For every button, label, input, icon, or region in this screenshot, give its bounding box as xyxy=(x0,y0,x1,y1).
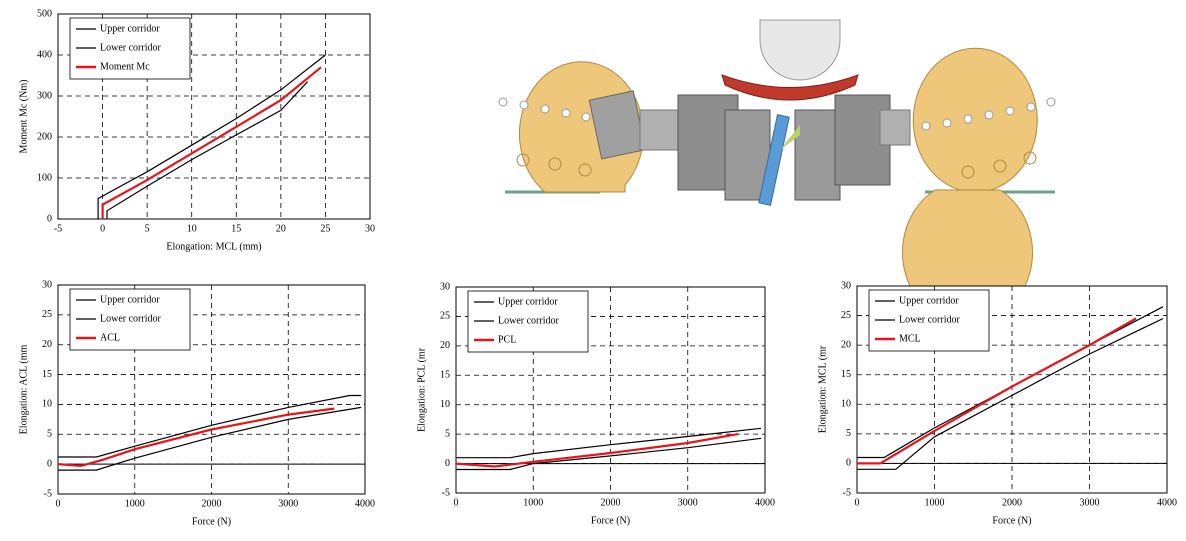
x-tick-label: 2000 xyxy=(202,498,222,509)
series-line xyxy=(106,81,309,219)
series-line xyxy=(456,427,762,459)
y-tick-label: 300 xyxy=(37,90,52,101)
legend-label: Upper corridor xyxy=(100,23,160,34)
x-tick-label: 0 xyxy=(56,498,61,509)
y-tick-label: 0 xyxy=(47,458,52,469)
y-tick-label: 20 xyxy=(42,339,52,350)
y-tick-label: 200 xyxy=(37,131,52,142)
y-tick-label: 5 xyxy=(47,429,52,440)
x-tick-label: 1000 xyxy=(523,497,543,508)
y-tick-label: 15 xyxy=(841,369,851,380)
x-tick-label: 25 xyxy=(320,223,330,234)
x-tick-label: 5 xyxy=(145,223,150,234)
y-axis-label: Moment Mc (Nm) xyxy=(18,80,29,154)
x-tick-label: 0 xyxy=(454,497,459,508)
y-tick-label: 5 xyxy=(445,428,450,439)
y-axis-label: Elongation: MCL (mr xyxy=(817,345,828,433)
knee-illustration xyxy=(498,19,1056,325)
y-tick-label: -5 xyxy=(843,487,851,498)
series-line xyxy=(456,437,762,471)
y-tick-label: 25 xyxy=(841,310,851,321)
legend-label: Upper corridor xyxy=(899,295,959,306)
y-tick-label: 10 xyxy=(42,399,52,410)
y-tick-label: 30 xyxy=(440,281,450,292)
y-tick-label: 0 xyxy=(846,458,851,469)
series-line xyxy=(57,407,335,468)
plot-border xyxy=(57,284,366,495)
x-tick-label: 3000 xyxy=(278,498,298,509)
x-tick-label: 1000 xyxy=(925,497,945,508)
y-tick-label: 10 xyxy=(841,399,851,410)
y-tick-label: -5 xyxy=(442,487,450,498)
y-tick-label: 0 xyxy=(445,458,450,469)
plot-border xyxy=(57,13,371,220)
y-tick-label: 20 xyxy=(440,340,450,351)
x-axis-label: Force (N) xyxy=(192,516,231,527)
x-tick-label: -5 xyxy=(54,223,62,234)
plot-border xyxy=(455,286,766,494)
y-tick-label: 15 xyxy=(42,369,52,380)
legend-label: Moment Mc xyxy=(100,61,150,72)
series-line xyxy=(58,406,362,471)
x-tick-label: 4000 xyxy=(355,498,375,509)
series-line xyxy=(58,394,362,458)
y-tick-label: 100 xyxy=(37,172,52,183)
x-tick-label: 4000 xyxy=(1157,497,1177,508)
y-tick-label: 25 xyxy=(440,311,450,322)
legend-label: MCL xyxy=(899,333,921,344)
y-tick-label: 500 xyxy=(37,8,52,19)
x-tick-label: 10 xyxy=(187,223,197,234)
x-tick-label: 2000 xyxy=(1002,497,1022,508)
y-tick-label: 0 xyxy=(47,213,52,224)
x-tick-label: 1000 xyxy=(125,498,145,509)
x-axis-label: Force (N) xyxy=(992,515,1031,526)
x-tick-label: 20 xyxy=(276,223,286,234)
x-tick-label: 2000 xyxy=(601,497,621,508)
legend-label: Lower corridor xyxy=(899,314,960,325)
legend-label: Upper corridor xyxy=(498,296,558,307)
legend-label: ACL xyxy=(100,332,120,343)
y-tick-label: 30 xyxy=(841,280,851,291)
x-axis-label: Elongation: MCL (mm) xyxy=(166,241,261,252)
legend-label: Lower corridor xyxy=(100,313,161,324)
series-line xyxy=(857,317,1164,470)
legend-label: Lower corridor xyxy=(100,42,161,53)
y-tick-label: -5 xyxy=(44,488,52,499)
legend-label: Lower corridor xyxy=(498,315,559,326)
series-line xyxy=(97,54,326,219)
x-tick-label: 0 xyxy=(855,497,860,508)
x-tick-label: 0 xyxy=(100,223,105,234)
x-tick-label: 15 xyxy=(231,223,241,234)
y-tick-label: 10 xyxy=(440,399,450,410)
x-tick-label: 4000 xyxy=(755,497,775,508)
y-tick-label: 30 xyxy=(42,279,52,290)
x-tick-label: 3000 xyxy=(1080,497,1100,508)
y-tick-label: 15 xyxy=(440,370,450,381)
y-axis-label: Elongation: ACL (mm xyxy=(18,344,29,434)
series-line xyxy=(857,317,1137,465)
x-tick-label: 30 xyxy=(365,223,375,234)
series-line xyxy=(101,66,322,219)
legend-label: Upper corridor xyxy=(100,294,160,305)
y-tick-label: 400 xyxy=(37,49,52,60)
y-axis-label: Elongation: PCL (mr xyxy=(416,347,427,432)
y-tick-label: 25 xyxy=(42,309,52,320)
series-line xyxy=(455,433,739,468)
legend-label: PCL xyxy=(498,334,516,345)
y-tick-label: 5 xyxy=(846,428,851,439)
x-tick-label: 3000 xyxy=(678,497,698,508)
y-tick-label: 20 xyxy=(841,339,851,350)
x-axis-label: Force (N) xyxy=(591,515,630,526)
plot-border xyxy=(856,285,1168,494)
